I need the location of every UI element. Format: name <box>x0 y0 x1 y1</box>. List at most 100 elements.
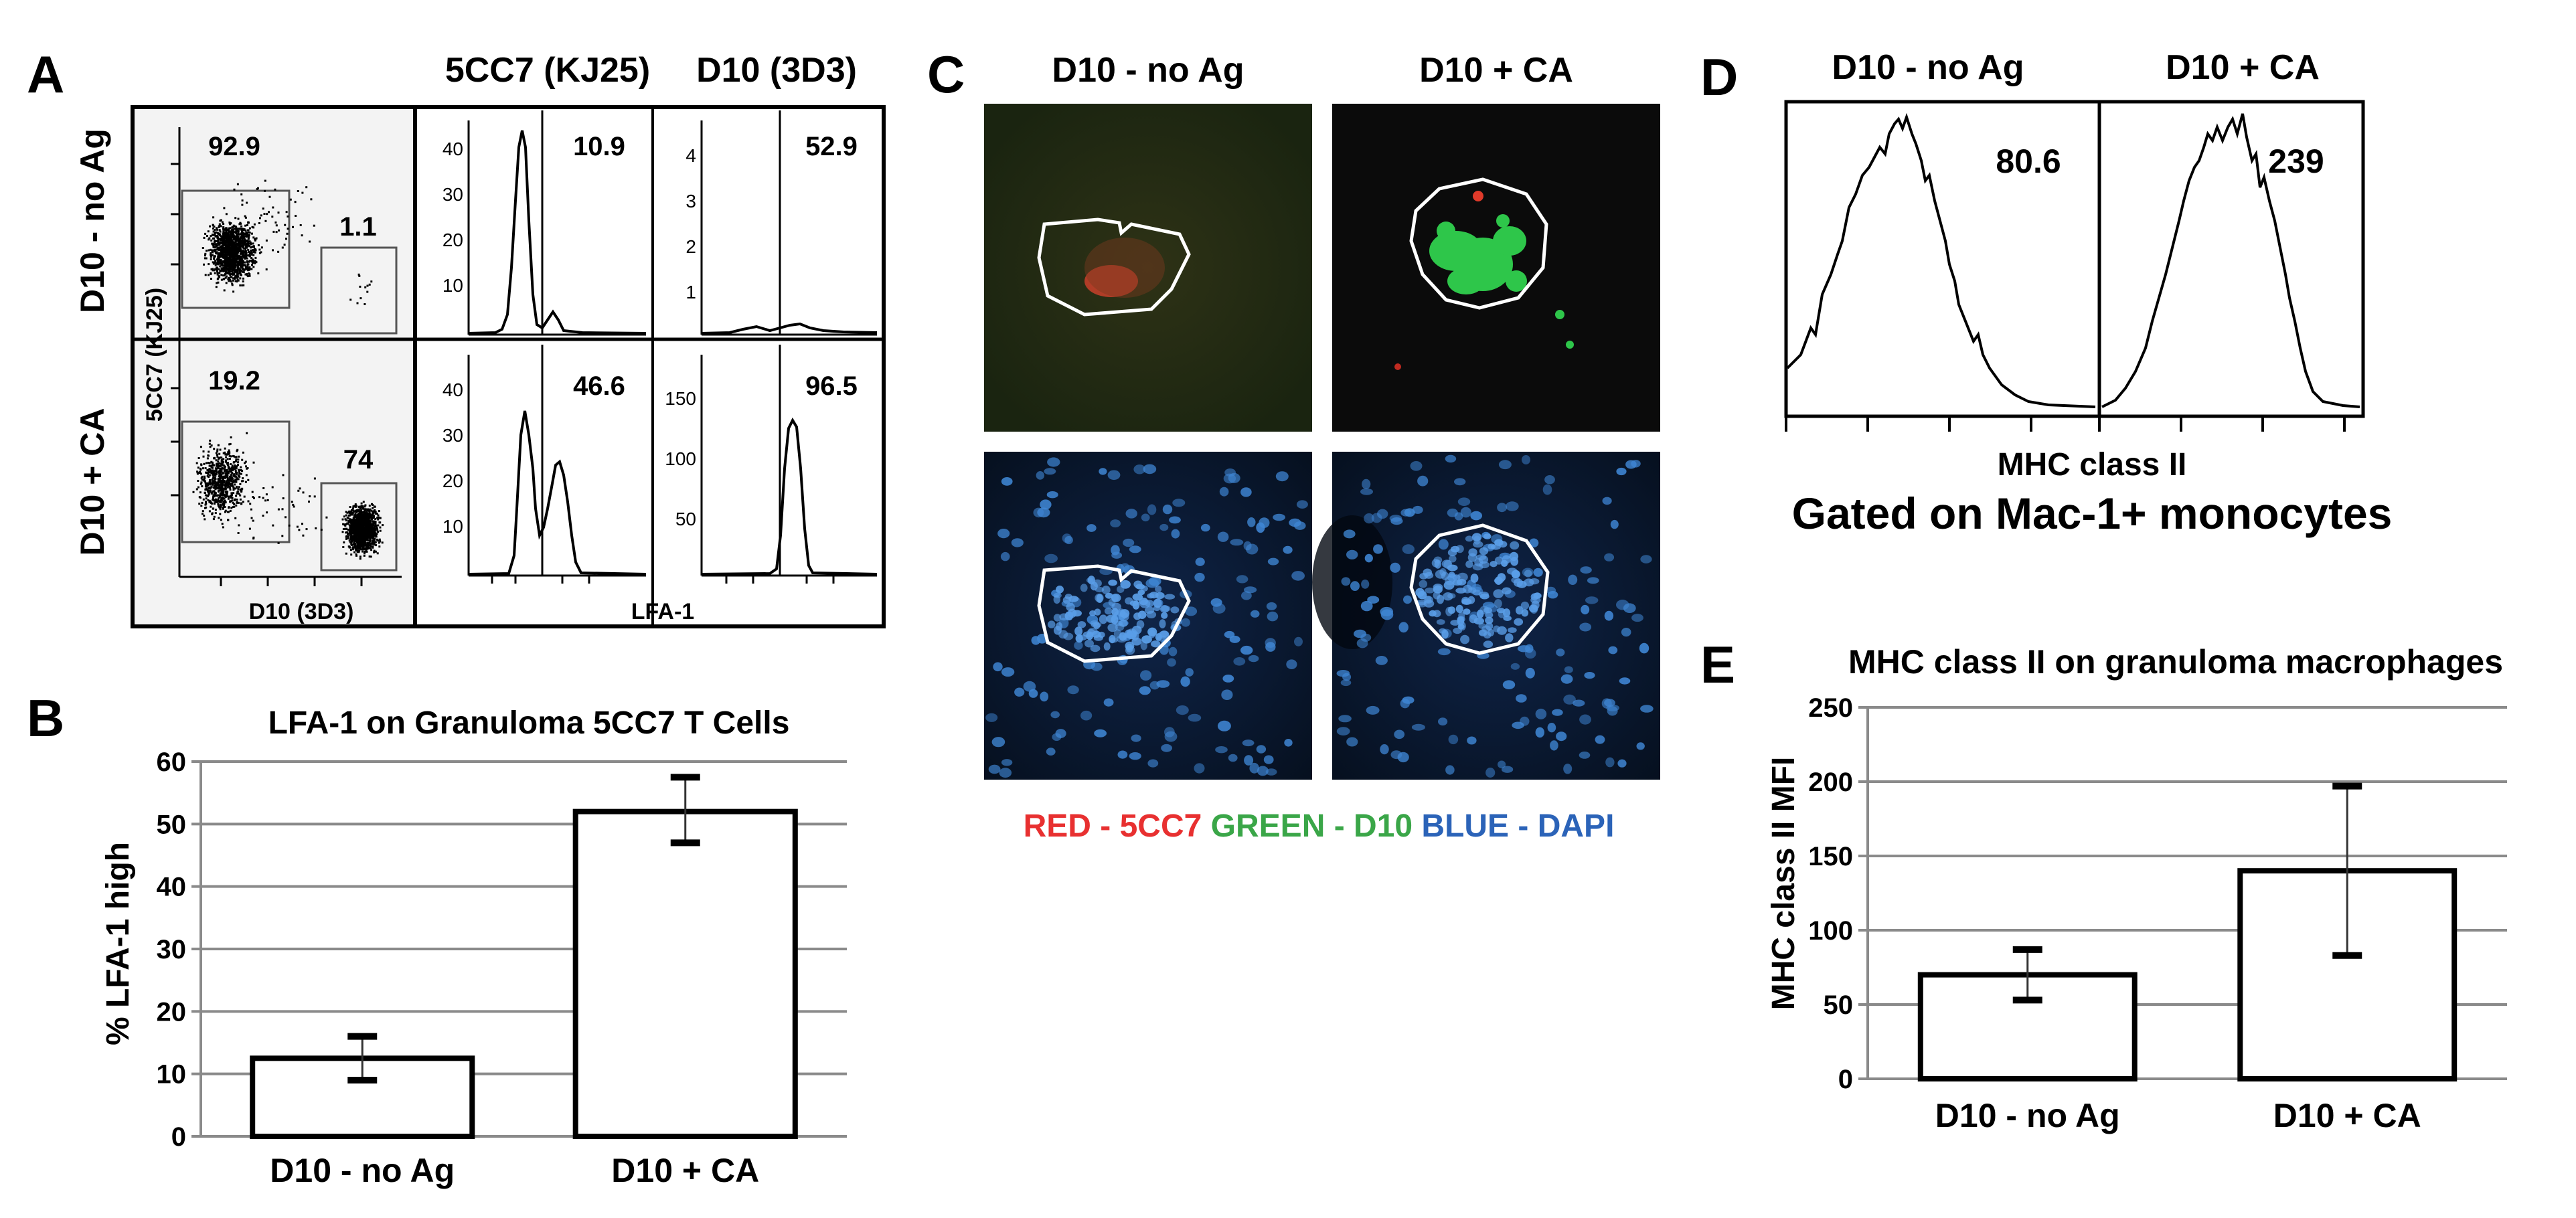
event-dot <box>244 261 246 264</box>
event-dot <box>361 548 364 551</box>
event-dot <box>228 222 231 224</box>
nucleus <box>1479 593 1490 600</box>
nucleus <box>1156 680 1170 688</box>
event-dot <box>252 496 254 498</box>
nucleus <box>1605 757 1615 768</box>
event-dot <box>222 243 224 246</box>
event-dot <box>234 252 237 254</box>
event-dot <box>226 262 229 265</box>
nucleus <box>1389 515 1402 522</box>
event-dot <box>197 486 199 489</box>
event-dot <box>352 517 355 519</box>
event-dot <box>354 513 357 515</box>
event-dot <box>251 264 253 266</box>
event-dot <box>230 470 232 472</box>
nucleus <box>1240 645 1253 655</box>
event-dot <box>260 214 262 217</box>
event-dot <box>225 245 228 248</box>
event-dot <box>265 493 268 496</box>
event-dot <box>214 476 216 479</box>
event-dot <box>275 231 278 234</box>
event-dot <box>222 244 225 246</box>
event-dot <box>248 250 250 253</box>
event-dot <box>227 272 229 274</box>
event-dot <box>208 237 211 240</box>
nucleus <box>1493 625 1500 632</box>
event-dot <box>364 552 366 555</box>
event-dot <box>343 541 345 543</box>
event-dot <box>222 482 224 484</box>
event-dot <box>235 226 238 228</box>
event-dot <box>241 265 244 268</box>
event-dot <box>224 244 227 246</box>
category-label: D10 + CA <box>611 1152 759 1189</box>
event-dot <box>218 481 221 484</box>
nucleus <box>1046 748 1056 756</box>
event-dot <box>239 494 242 497</box>
event-dot <box>349 535 352 538</box>
event-dot <box>205 497 208 500</box>
event-dot <box>214 509 217 511</box>
event-dot <box>359 542 362 545</box>
event-dot <box>214 229 216 231</box>
event-dot <box>359 545 362 548</box>
event-dot <box>230 492 233 495</box>
event-dot <box>368 510 371 513</box>
event-dot <box>224 506 226 508</box>
event-dot <box>245 257 248 259</box>
event-dot <box>212 234 214 236</box>
event-dot <box>239 252 242 255</box>
event-dot <box>222 496 224 499</box>
nucleus <box>1001 667 1015 677</box>
event-dot <box>232 501 234 504</box>
event-dot <box>204 518 206 521</box>
nucleus <box>1623 603 1636 613</box>
event-dot <box>260 246 263 249</box>
nucleus <box>1111 551 1122 559</box>
event-dot <box>263 213 266 215</box>
event-dot <box>358 541 361 544</box>
nucleus <box>1139 686 1151 695</box>
event-dot <box>219 513 222 515</box>
event-dot <box>238 263 240 266</box>
event-dot <box>262 515 264 517</box>
event-dot <box>241 270 244 273</box>
nucleus <box>1438 717 1448 726</box>
event-dot <box>222 236 224 238</box>
event-dot <box>370 532 372 535</box>
event-dot <box>234 280 237 282</box>
event-dot <box>208 462 210 464</box>
event-dot <box>218 229 221 232</box>
nucleus <box>1602 497 1612 505</box>
event-dot <box>212 216 215 219</box>
nucleus <box>1437 648 1451 656</box>
event-dot <box>244 241 247 244</box>
event-dot <box>216 270 218 272</box>
event-dot <box>237 251 240 254</box>
nucleus <box>1364 553 1373 563</box>
nucleus <box>1367 596 1380 604</box>
event-dot <box>219 248 222 251</box>
event-dot <box>302 491 305 494</box>
event-dot <box>213 490 216 493</box>
event-dot <box>237 230 240 232</box>
event-dot <box>220 479 222 482</box>
event-dot <box>216 244 219 247</box>
nucleus <box>1064 611 1074 621</box>
event-dot <box>232 487 235 489</box>
nucleus <box>991 737 1005 748</box>
nucleus <box>1390 750 1402 760</box>
nucleus <box>1494 599 1502 608</box>
event-dot <box>242 451 244 454</box>
event-dot <box>218 469 221 472</box>
event-dot <box>229 258 232 260</box>
event-dot <box>354 543 357 545</box>
event-dot <box>219 242 222 245</box>
event-dot <box>239 284 242 286</box>
event-dot <box>244 224 247 227</box>
nucleus <box>1164 727 1175 737</box>
event-dot <box>204 507 206 509</box>
nucleus <box>1147 593 1155 599</box>
event-dot <box>217 503 220 505</box>
event-dot <box>363 547 366 549</box>
